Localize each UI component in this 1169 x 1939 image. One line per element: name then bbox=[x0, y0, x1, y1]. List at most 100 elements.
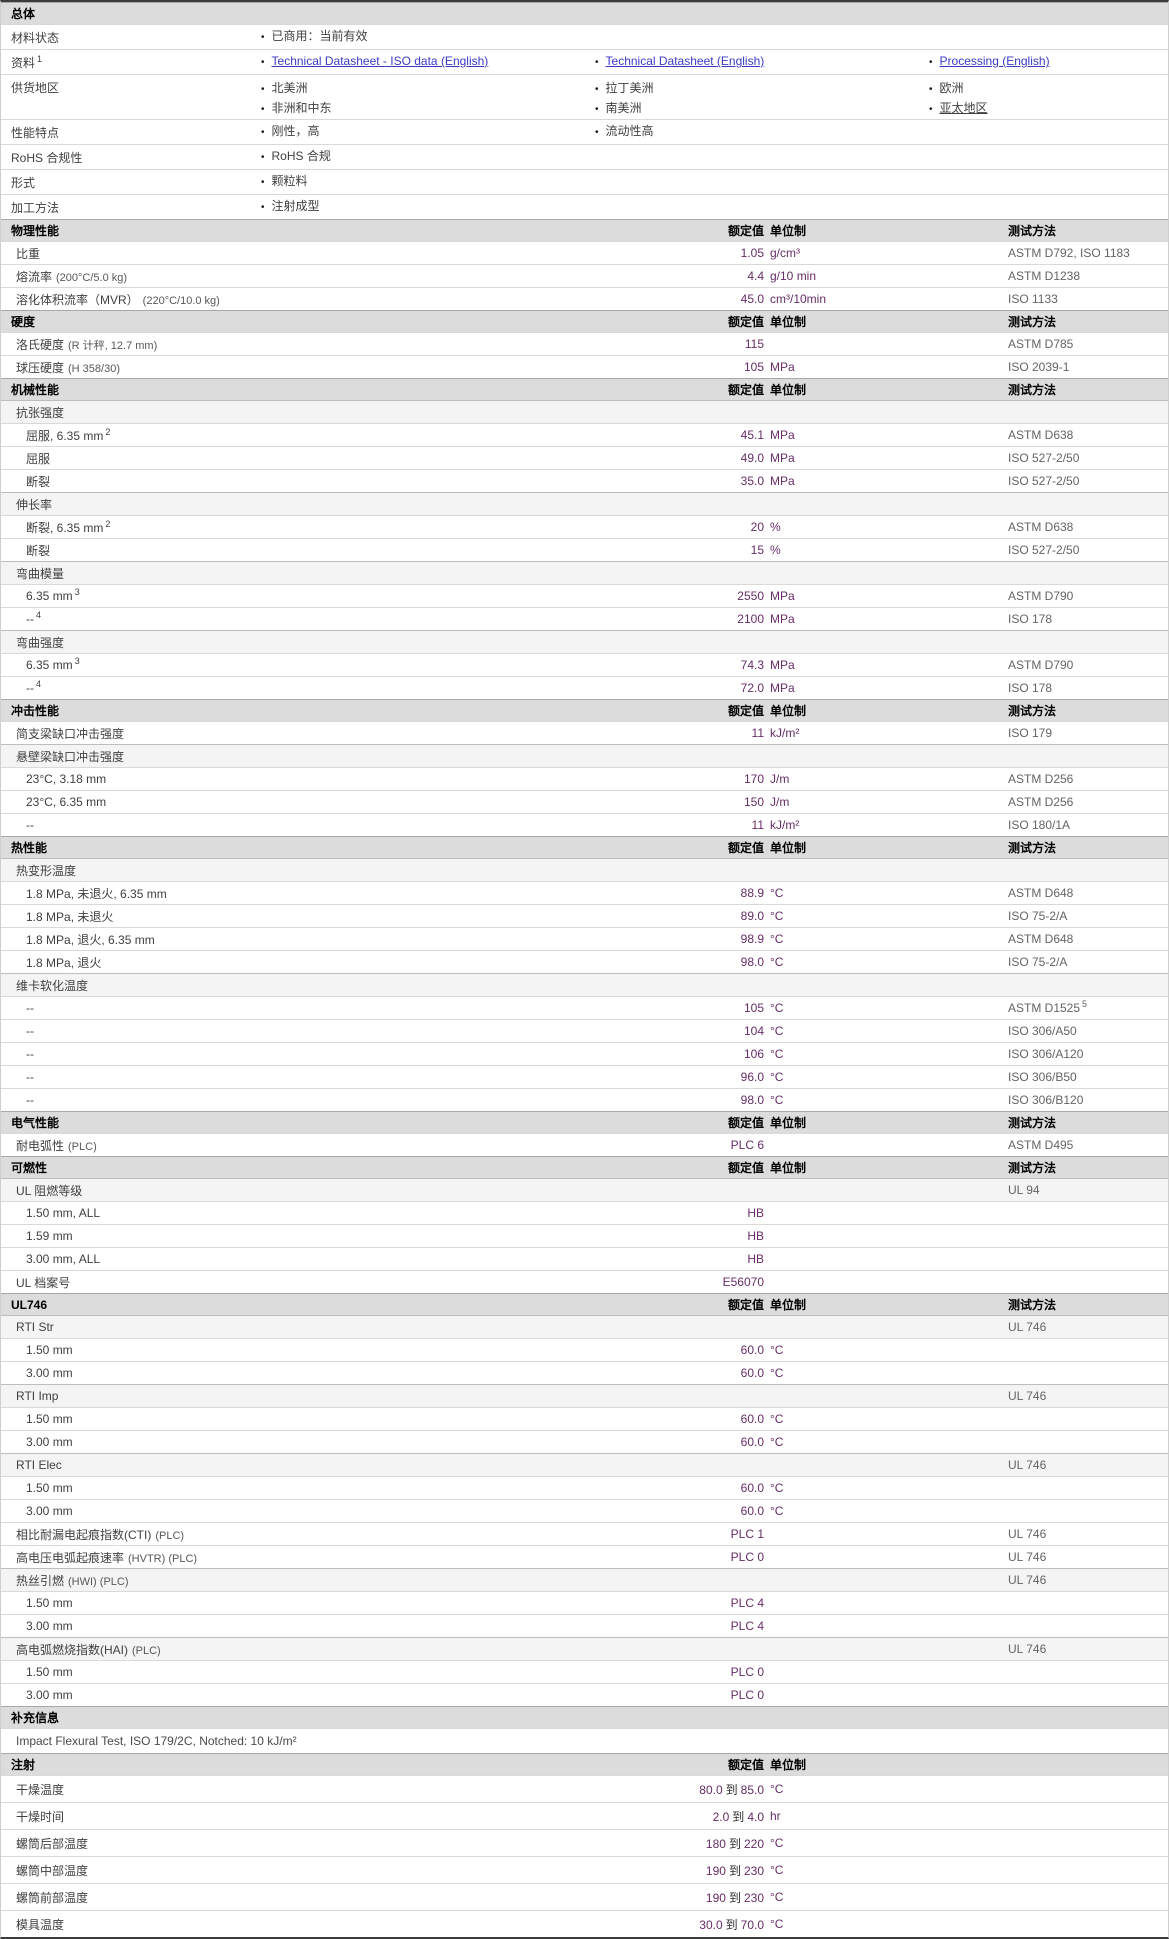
general-row: 资料 1 • Technical Datasheet - ISO data (Engl… bbox=[1, 49, 1168, 74]
general-row: 供货地区 • 北美洲 • 非洲和中东 • 拉丁美洲 • 南美洲 • 欧洲 • 亚太地区 bbox=[1, 74, 1168, 119]
unit-cell: J/m bbox=[764, 772, 1008, 786]
rated-value: 220 bbox=[743, 1836, 764, 1851]
property-label-text: 1.50 mm bbox=[26, 1412, 73, 1426]
rated-value: 180 bbox=[705, 1836, 726, 1851]
property-label: 23°C, 3.18 mm bbox=[1, 772, 646, 786]
test-method-cell: UL 746 bbox=[1008, 1573, 1168, 1587]
test-method-cell: UL 94 bbox=[1008, 1183, 1168, 1197]
property-label: 1.8 MPa, 退火, 6.35 mm bbox=[1, 931, 646, 948]
text: 单位制 bbox=[770, 315, 807, 329]
property-row: 相比耐漏电起痕指数(CTI) (PLC) PLC 1 UL 746 bbox=[1, 1522, 1168, 1545]
property-label-text: 23°C, 3.18 mm bbox=[26, 772, 107, 786]
rated-value: PLC 0 bbox=[730, 1550, 764, 1564]
subsection-label: 伸长率 bbox=[1, 496, 646, 513]
property-label-text: -- bbox=[26, 818, 34, 832]
property-label: 1.50 mm bbox=[1, 1481, 646, 1495]
property-label: 洛氏硬度 (R 计秤, 12.7 mm) bbox=[1, 336, 646, 353]
rated-value-cell: 104 bbox=[646, 1024, 764, 1038]
unit-cell: °C bbox=[764, 1343, 1008, 1357]
unit-cell: °C bbox=[764, 1093, 1008, 1107]
rated-value-cell: 74.3 bbox=[646, 658, 764, 672]
bullet-icon: • bbox=[929, 104, 933, 115]
subsection-row: 弯曲强度 bbox=[1, 630, 1168, 653]
footnote-sup: 1 bbox=[37, 53, 43, 64]
bullet-column: • Processing (English) bbox=[927, 52, 1159, 72]
property-label-text: 3.00 mm bbox=[26, 1619, 73, 1633]
test-method-text: ASTM D256 bbox=[1008, 795, 1074, 809]
general-row: 加工方法 • 注射成型 bbox=[1, 194, 1168, 219]
subsection-row: RTI Imp UL 746 bbox=[1, 1384, 1168, 1407]
unit-cell: °C bbox=[764, 1366, 1008, 1380]
col-header-rated-value: 额定值 bbox=[646, 1159, 764, 1176]
property-label-text: -- bbox=[26, 1001, 34, 1015]
rated-value-cell: 88.9 bbox=[646, 886, 764, 900]
text: 额定值 bbox=[727, 224, 764, 238]
text: 单位制 bbox=[770, 1161, 807, 1175]
rated-value: PLC 4 bbox=[730, 1619, 764, 1633]
test-method-cell: ASTM D256 bbox=[1008, 772, 1168, 786]
test-method-cell: ASTM D1525 5 bbox=[1008, 999, 1168, 1016]
test-method-text: ISO 1133 bbox=[1008, 292, 1058, 306]
rated-value: 2550 bbox=[737, 589, 764, 603]
general-label: 加工方法 bbox=[1, 199, 259, 216]
datasheet-link[interactable]: Technical Datasheet - ISO data (English) bbox=[271, 54, 489, 68]
rated-value-cell: PLC 0 bbox=[646, 1665, 764, 1679]
property-label-text: -- bbox=[26, 1024, 34, 1038]
test-method-cell: ISO 178 bbox=[1008, 612, 1168, 626]
unit-cell: °C bbox=[764, 1001, 1008, 1015]
property-row: -- 104 °C ISO 306/A50 bbox=[1, 1019, 1168, 1042]
bullet-item-text: 已商用：当前有效 bbox=[271, 29, 368, 43]
subsection-row: 高电弧燃烧指数(HAI) (PLC) UL 746 bbox=[1, 1637, 1168, 1660]
general-label: 形式 bbox=[1, 174, 259, 191]
section-title-text: 冲击性能 bbox=[11, 704, 60, 718]
range-to-label: 到 bbox=[725, 1917, 738, 1932]
property-label: 耐电弧性 (PLC) bbox=[1, 1137, 646, 1154]
property-label-text: 23°C, 6.35 mm bbox=[26, 795, 107, 809]
property-row: 6.35 mm 3 74.3 MPa ASTM D790 bbox=[1, 653, 1168, 676]
bullet-icon: • bbox=[261, 57, 265, 68]
unit-text: °C bbox=[770, 1024, 784, 1038]
section-title-text: 可燃性 bbox=[11, 1161, 48, 1175]
test-method-text: ASTM D495 bbox=[1008, 1138, 1074, 1152]
rated-value: 4.4 bbox=[747, 269, 764, 283]
test-method-text: ISO 2039-1 bbox=[1008, 360, 1070, 374]
unit-text: °C bbox=[770, 955, 784, 969]
property-label: 干燥温度 bbox=[1, 1781, 646, 1798]
test-method-text: UL 746 bbox=[1008, 1320, 1047, 1334]
property-row: 耐电弧性 (PLC) PLC 6 ASTM D495 bbox=[1, 1133, 1168, 1156]
property-label: UL 档案号 bbox=[1, 1274, 646, 1291]
test-method-cell: ASTM D256 bbox=[1008, 795, 1168, 809]
property-label-text: 1.8 MPa, 退火 bbox=[26, 955, 102, 970]
section-title-text: 热性能 bbox=[11, 841, 48, 855]
property-label: 1.8 MPa, 退火 bbox=[1, 954, 646, 971]
datasheet-link[interactable]: Technical Datasheet (English) bbox=[605, 54, 765, 68]
unit-cell: % bbox=[764, 520, 1008, 534]
unit-text: °C bbox=[770, 1070, 784, 1084]
property-label-text: 耐电弧性 bbox=[16, 1138, 65, 1153]
unit-cell: °C bbox=[764, 909, 1008, 923]
subsection-label: 高电弧燃烧指数(HAI) (PLC) bbox=[1, 1641, 646, 1658]
unit-text: MPa bbox=[770, 451, 795, 465]
datasheet-link[interactable]: Processing (English) bbox=[939, 54, 1050, 68]
property-label-text: 模具温度 bbox=[16, 1917, 65, 1932]
unit-cell: °C bbox=[764, 1481, 1008, 1495]
bullet-item: • 北美洲 bbox=[259, 79, 593, 99]
subsection-label: RTI Str bbox=[1, 1320, 646, 1334]
test-method-text: ISO 527-2/50 bbox=[1008, 543, 1080, 557]
property-label: 1.50 mm bbox=[1, 1412, 646, 1426]
col-header-rated-value: 额定值 bbox=[646, 1756, 764, 1773]
rated-value-cell: 190 到 230 bbox=[646, 1862, 764, 1879]
text: 测试方法 bbox=[1008, 224, 1057, 238]
rated-value: 96.0 bbox=[740, 1070, 764, 1084]
col-header-rated-value: 额定值 bbox=[646, 702, 764, 719]
unit-cell: °C bbox=[764, 1917, 1008, 1931]
unit-text: J/m bbox=[770, 772, 790, 786]
subsection-label: 热丝引燃 (HWI) (PLC) bbox=[1, 1572, 646, 1589]
test-method-cell: ISO 2039-1 bbox=[1008, 360, 1168, 374]
property-label: -- bbox=[1, 1070, 646, 1084]
property-row: 3.00 mm, ALL HB bbox=[1, 1247, 1168, 1270]
unit-text: kJ/m² bbox=[770, 818, 800, 832]
subsection-row: 热丝引燃 (HWI) (PLC) UL 746 bbox=[1, 1568, 1168, 1591]
test-method-cell: ISO 1133 bbox=[1008, 292, 1168, 306]
footnote-sup: 5 bbox=[1082, 999, 1088, 1009]
